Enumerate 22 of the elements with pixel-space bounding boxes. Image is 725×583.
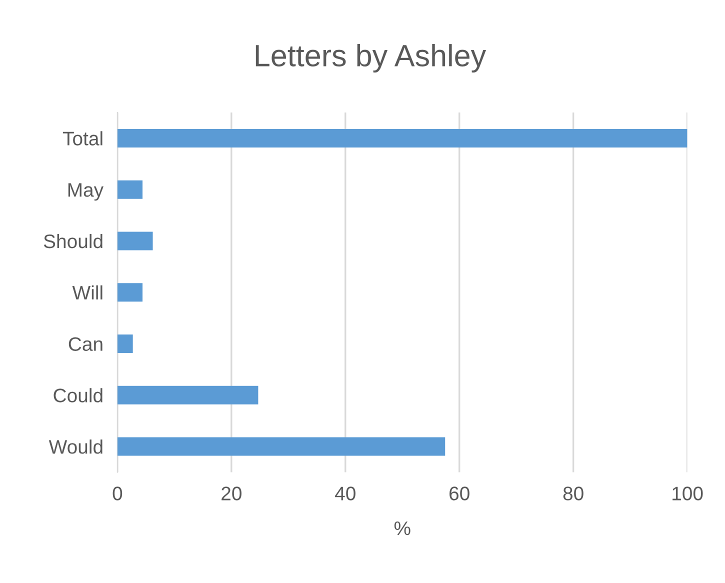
y-tick-label: May: [68, 183, 104, 201]
bar: [117, 386, 258, 404]
y-tick-label: Would: [48, 439, 102, 454]
bar: [117, 283, 143, 302]
x-tick-label: 60: [450, 486, 470, 500]
x-axis-title: %: [394, 522, 410, 536]
y-tick-label: Could: [54, 388, 102, 402]
bar: [117, 180, 143, 199]
x-tick-label: 0: [112, 486, 122, 500]
bar: [117, 437, 446, 456]
y-tick-label: Total: [62, 131, 102, 146]
chart-title: Letters by Ashley: [256, 44, 486, 73]
x-tick-label: 80: [563, 486, 584, 500]
y-tick-label: Will: [72, 285, 102, 300]
bar: [117, 232, 153, 250]
bar: [117, 128, 688, 148]
x-tick-label: 20: [222, 486, 242, 500]
x-tick-label: 100: [672, 486, 703, 500]
y-tick-label: Should: [44, 234, 102, 248]
bar: [117, 334, 133, 354]
x-tick-label: 40: [335, 486, 356, 500]
y-tick-label: Can: [68, 337, 102, 351]
